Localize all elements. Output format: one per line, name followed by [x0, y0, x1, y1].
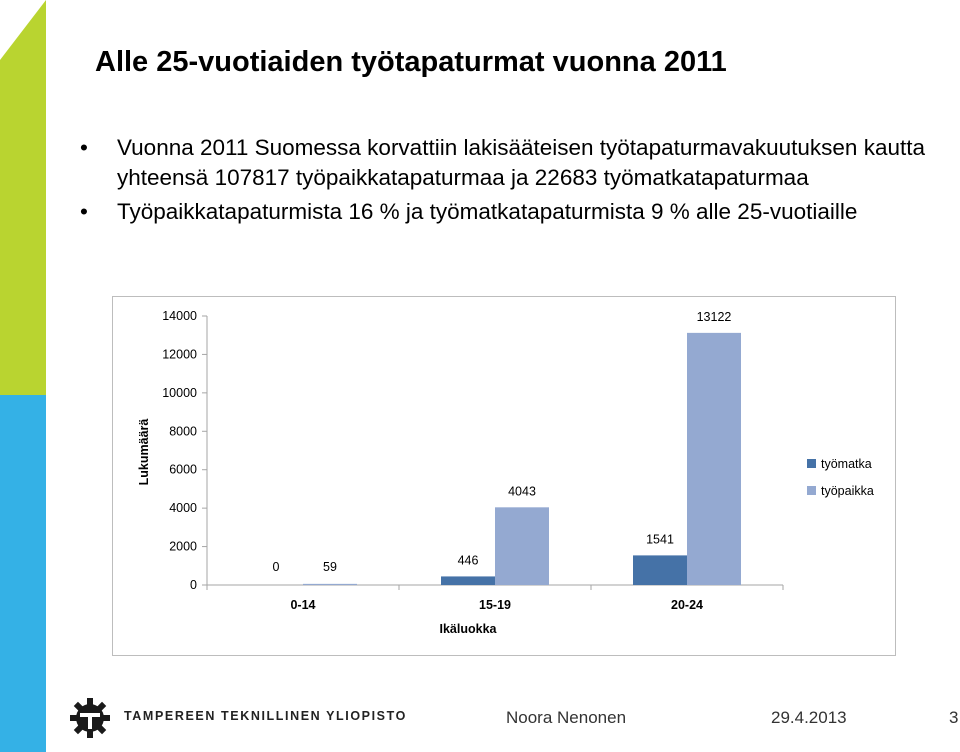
y-axis-title-group: Lukumäärä: [137, 419, 151, 486]
bar-chart: Lukumäärä Ikäluokka 0 2000 4000 6000 8000 100…: [137, 309, 874, 636]
x-tick-label: 15-19: [479, 598, 511, 612]
bars: [303, 332, 741, 585]
y-tick-label: 6000: [169, 463, 197, 477]
green-side-stripe: [0, 0, 46, 402]
y-tick-label: 10000: [162, 386, 197, 400]
x-tick-labels: 0-14 15-19 20-24: [290, 598, 703, 612]
slide-title: Alle 25-vuotiaiden työtapaturmat vuonna …: [95, 46, 727, 78]
data-label: 59: [323, 560, 337, 574]
y-tick-label: 14000: [162, 309, 197, 323]
bar-työmatka-15-19: [441, 576, 495, 585]
chart-frame: Lukumäärä Ikäluokka 0 2000 4000 6000 8000 100…: [112, 296, 896, 656]
bar-työpaikka-0-14: [303, 583, 357, 585]
legend: työmatka työpaikka: [807, 457, 874, 498]
blue-side-stripe: [0, 395, 46, 752]
gear-logo-icon: [70, 698, 110, 738]
y-tick-labels: 0 2000 4000 6000 8000 10000 12000 14000: [162, 309, 197, 592]
bullet-text: Vuonna 2011 Suomessa korvattiin lakisäät…: [117, 135, 925, 190]
x-tick-label: 20-24: [671, 598, 703, 612]
x-axis-title: Ikäluokka: [440, 622, 498, 636]
y-tick-label: 4000: [169, 501, 197, 515]
y-tick-label: 12000: [162, 347, 197, 361]
data-label: 13122: [697, 310, 732, 324]
data-label: 1541: [646, 532, 674, 546]
bullet-dot-icon: •: [80, 199, 88, 224]
x-tick-label: 0-14: [290, 598, 315, 612]
data-labels: 0 59 446 4043 1541 13122: [273, 310, 732, 574]
stripe-corner: [0, 0, 46, 60]
data-label: 446: [458, 553, 479, 567]
y-axis-title: Lukumäärä: [137, 419, 151, 486]
bar-työmatka-20-24: [633, 555, 687, 585]
bullet-item: • Työpaikkatapaturmista 16 % ja työmatka…: [80, 197, 950, 227]
legend-label: työpaikka: [821, 484, 874, 498]
bullet-list: • Vuonna 2011 Suomessa korvattiin lakisä…: [80, 133, 950, 231]
legend-swatch: [807, 459, 816, 468]
data-label: 0: [273, 560, 280, 574]
page-number: 3: [949, 708, 959, 727]
y-tick-label: 2000: [169, 540, 197, 554]
footer-author: Noora Nenonen: [506, 708, 627, 727]
legend-swatch: [807, 486, 816, 495]
y-tick-label: 0: [190, 578, 197, 592]
footer-date: 29.4.2013: [771, 708, 847, 727]
organization-name: TAMPEREEN TEKNILLINEN YLIOPISTO: [124, 709, 407, 723]
data-label: 4043: [508, 484, 536, 498]
bullet-text: Työpaikkatapaturmista 16 % ja työmatkata…: [117, 199, 858, 224]
bullet-item: • Vuonna 2011 Suomessa korvattiin lakisä…: [80, 133, 950, 193]
y-tick-label: 8000: [169, 424, 197, 438]
bar-työpaikka-15-19: [495, 507, 549, 585]
bar-työpaikka-20-24: [687, 332, 741, 585]
bullet-dot-icon: •: [80, 135, 88, 160]
legend-label: työmatka: [821, 457, 872, 471]
